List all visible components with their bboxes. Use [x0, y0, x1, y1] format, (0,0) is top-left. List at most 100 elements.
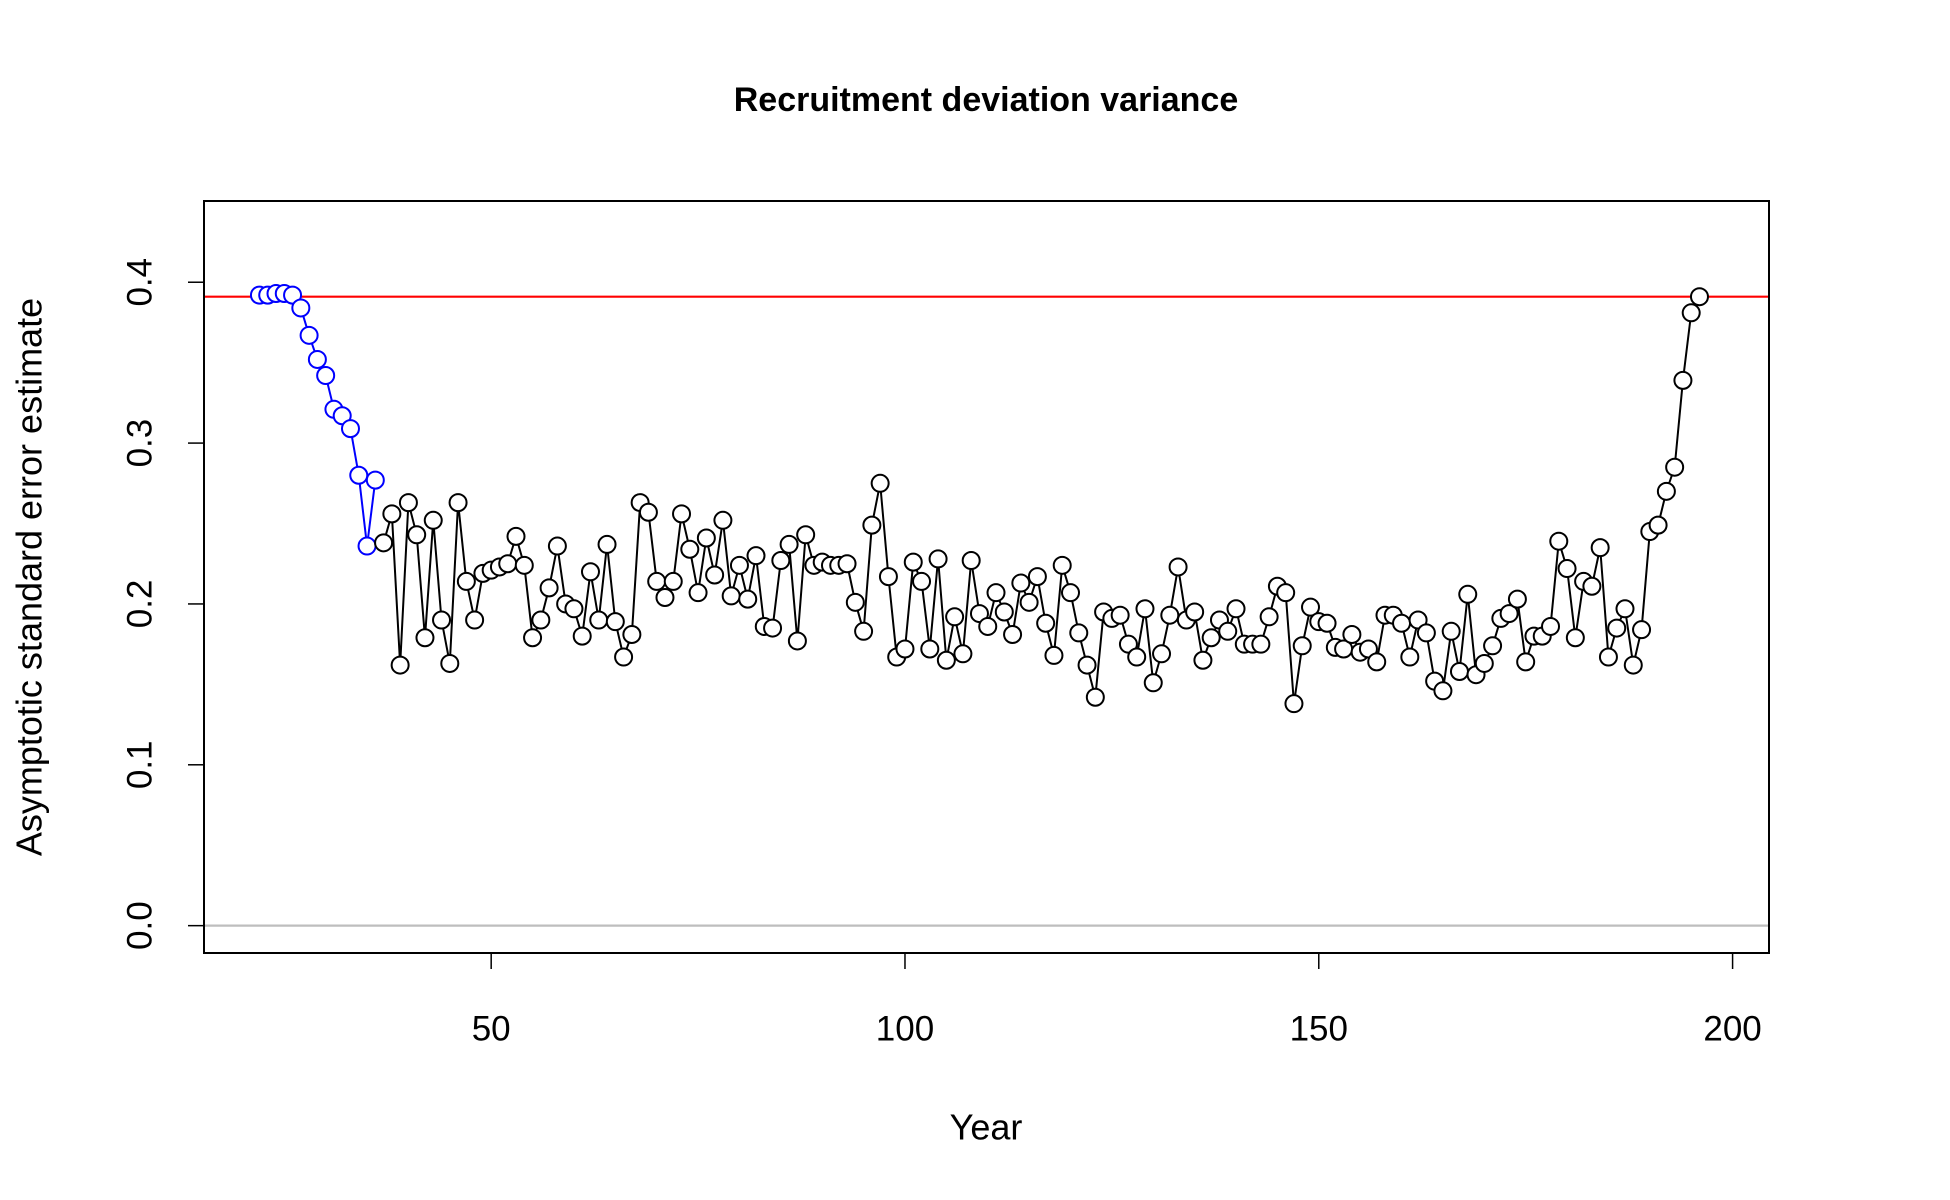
point [953, 644, 973, 664]
point [961, 551, 981, 571]
point [878, 567, 898, 587]
point [1052, 555, 1072, 575]
point [986, 583, 1006, 603]
point [1284, 694, 1304, 714]
point [1011, 573, 1031, 593]
point [1027, 567, 1047, 587]
point [1251, 634, 1271, 654]
x-tick-label: 50 [472, 1009, 511, 1048]
y-axis-label: Asymptotic standard error estimate [9, 298, 50, 856]
point [1193, 650, 1213, 670]
point [564, 599, 584, 619]
point [945, 607, 965, 627]
point [696, 528, 716, 548]
point [1036, 613, 1056, 633]
point [994, 602, 1014, 622]
point [307, 349, 327, 369]
point [1019, 592, 1039, 612]
point [647, 571, 667, 591]
point [903, 552, 923, 572]
point [1160, 605, 1180, 625]
point [1127, 647, 1147, 667]
point [738, 589, 758, 609]
point [1516, 652, 1536, 672]
point [1135, 599, 1155, 619]
point [845, 592, 865, 612]
point [382, 504, 402, 524]
point [978, 616, 998, 636]
point [1565, 628, 1585, 648]
point [415, 628, 435, 648]
point [340, 419, 360, 439]
point [465, 610, 485, 630]
point [1483, 636, 1503, 656]
point [870, 473, 890, 493]
plot-frame [203, 200, 1770, 954]
point [1061, 583, 1081, 603]
x-tick-label: 150 [1290, 1009, 1348, 1048]
point [1400, 647, 1420, 667]
point [407, 525, 427, 545]
point [1003, 625, 1023, 645]
point [1623, 655, 1643, 675]
point [1259, 607, 1279, 627]
point [1582, 576, 1602, 596]
point [763, 618, 783, 638]
point [448, 493, 468, 513]
point [1152, 644, 1172, 664]
point [514, 555, 534, 575]
y-tick-label: 0.2 [120, 580, 159, 629]
point [928, 549, 948, 569]
point [854, 621, 874, 641]
point [614, 647, 634, 667]
point [1367, 652, 1387, 672]
point [936, 650, 956, 670]
point [1301, 597, 1321, 617]
point [1110, 605, 1130, 625]
chart-title: Recruitment deviation variance [734, 81, 1239, 119]
point [423, 510, 443, 530]
point [1648, 515, 1668, 535]
point [1085, 687, 1105, 707]
point [672, 504, 692, 524]
point [349, 465, 369, 485]
point [1077, 655, 1097, 675]
point [1507, 589, 1527, 609]
x-tick-label: 100 [876, 1009, 934, 1048]
y-tick-label: 0.4 [120, 258, 159, 307]
point [895, 639, 915, 659]
point [688, 583, 708, 603]
point [746, 546, 766, 566]
point [1681, 303, 1701, 323]
point [1441, 621, 1461, 641]
point [1689, 287, 1709, 307]
point [531, 610, 551, 630]
point [1541, 616, 1561, 636]
point [1433, 681, 1453, 701]
point [663, 571, 683, 591]
point [1218, 621, 1238, 641]
point [1276, 583, 1296, 603]
point [729, 555, 749, 575]
point [291, 298, 311, 318]
point [365, 470, 385, 490]
point [1342, 625, 1362, 645]
y-tick-label: 0.1 [120, 740, 159, 789]
point [1069, 623, 1089, 643]
point [1226, 599, 1246, 619]
point [1557, 559, 1577, 579]
point [638, 502, 658, 522]
point [1607, 618, 1627, 638]
point [398, 493, 418, 513]
point [622, 625, 642, 645]
x-axis-label: Year [950, 1107, 1023, 1148]
point [721, 586, 741, 606]
point [1549, 531, 1569, 551]
point [796, 525, 816, 545]
point [771, 551, 791, 571]
point [1143, 673, 1163, 693]
point [597, 534, 617, 554]
point [456, 571, 476, 591]
point [920, 639, 940, 659]
point [680, 539, 700, 559]
